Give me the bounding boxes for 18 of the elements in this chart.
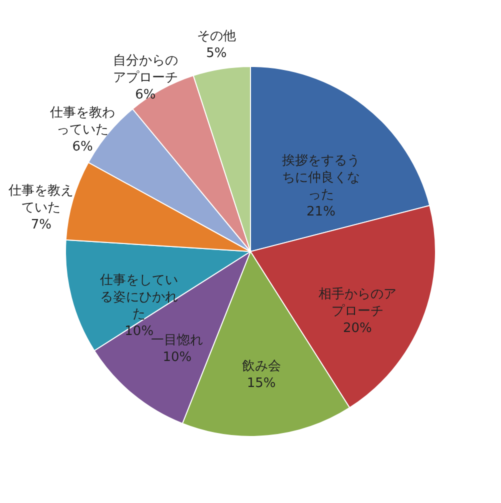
data-label: 6% <box>135 87 156 102</box>
slice-label: その他 <box>196 29 236 44</box>
data-label: 10% <box>124 324 154 340</box>
data-label: 10% <box>162 350 192 366</box>
data-label: 21% <box>306 204 336 220</box>
slice-label: 相手からのアプローチ <box>318 286 396 319</box>
data-label: 15% <box>246 376 276 391</box>
slice-label: 自分からのアプローチ <box>112 53 178 86</box>
slice-label: 一目惚れ <box>151 333 204 348</box>
data-label: 6% <box>72 140 93 155</box>
slice-label: 仕事をしている姿にひかれた <box>99 273 178 322</box>
slice-label: 挨拶をするうちに仲良くなった <box>282 154 360 203</box>
slice-label: 仕事を教わっていた <box>49 106 116 138</box>
slice-label: 仕事を教えていた <box>8 184 74 216</box>
slice-label: 飲み会 <box>242 358 281 374</box>
data-label: 5% <box>206 46 227 62</box>
data-label: 20% <box>342 320 372 336</box>
data-label: 7% <box>30 218 52 233</box>
